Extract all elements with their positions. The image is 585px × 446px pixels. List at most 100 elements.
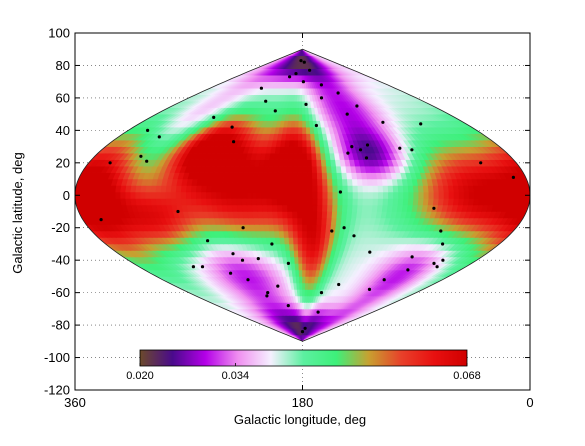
heatmap-cell xyxy=(316,231,321,238)
heatmap-cell xyxy=(227,186,232,193)
source-point-17 xyxy=(315,124,318,127)
heatmap-cell xyxy=(317,205,322,212)
heatmap-cell xyxy=(307,238,312,245)
source-point-23 xyxy=(350,145,353,148)
heatmap-cell xyxy=(307,231,312,238)
heatmap-cell xyxy=(191,199,197,206)
y-tick-label-2: 60 xyxy=(56,90,70,105)
heatmap-cell xyxy=(293,238,298,245)
source-point-50 xyxy=(368,251,371,254)
source-point-48 xyxy=(241,259,244,262)
heatmap-cell xyxy=(323,192,328,199)
heatmap-cell xyxy=(290,134,295,141)
heatmap-cell xyxy=(331,218,337,225)
source-point-15 xyxy=(212,116,215,119)
heatmap-cell xyxy=(171,199,177,206)
heatmap-cell xyxy=(186,186,192,193)
heatmap-cell xyxy=(298,205,303,212)
heatmap-cell xyxy=(247,199,252,206)
sky-map xyxy=(75,49,530,341)
heatmap-cell xyxy=(333,199,338,206)
heatmap-cell xyxy=(337,173,343,179)
heatmap-cell xyxy=(312,173,317,179)
heatmap-cell xyxy=(303,238,308,245)
heatmap-cell xyxy=(303,244,307,250)
heatmap-cell xyxy=(293,147,298,154)
heatmap-cell xyxy=(252,192,257,199)
heatmap-cell xyxy=(257,205,263,212)
colorbar-bar xyxy=(140,350,467,366)
heatmap-cell xyxy=(272,186,277,193)
heatmap-cell xyxy=(322,218,327,225)
heatmap-cell xyxy=(307,134,311,141)
heatmap-cell xyxy=(296,276,300,283)
heatmap-cell xyxy=(279,153,284,160)
heatmap-cell xyxy=(268,173,274,179)
heatmap-cell xyxy=(333,192,338,199)
heatmap-cell xyxy=(328,192,333,199)
heatmap-cell xyxy=(287,186,292,193)
source-point-7 xyxy=(260,87,263,90)
source-point-47 xyxy=(257,257,260,260)
heatmap-cell xyxy=(186,199,192,206)
source-point-36 xyxy=(176,210,179,213)
heatmap-cell xyxy=(404,192,409,199)
heatmap-cell xyxy=(383,199,389,206)
heatmap-cell xyxy=(290,250,295,257)
heatmap-cell xyxy=(297,199,302,206)
heatmap-cell xyxy=(296,270,300,277)
heatmap-cell xyxy=(332,173,338,179)
heatmap-cell xyxy=(313,205,318,212)
heatmap-cell xyxy=(312,212,317,219)
heatmap-cell xyxy=(85,192,90,199)
heatmap-cell xyxy=(283,212,288,219)
heatmap-cell xyxy=(303,140,307,147)
heatmap-cell xyxy=(284,231,289,238)
heatmap-cell xyxy=(403,186,409,193)
heatmap-cell xyxy=(358,199,363,206)
heatmap-cell xyxy=(279,231,284,238)
heatmap-cell xyxy=(278,166,283,173)
heatmap-cell xyxy=(303,225,308,232)
heatmap-cell xyxy=(288,231,293,238)
heatmap-cell xyxy=(237,179,243,186)
heatmap-cell xyxy=(288,212,293,219)
heatmap-cell xyxy=(299,257,303,264)
y-tick-label-4: 20 xyxy=(56,155,70,170)
heatmap-cell xyxy=(352,205,358,212)
source-point-59 xyxy=(246,278,249,281)
heatmap-cell xyxy=(298,140,302,147)
heatmap-cell xyxy=(176,199,182,206)
heatmap-cell xyxy=(317,225,322,232)
heatmap-cell xyxy=(433,186,439,193)
heatmap-cell xyxy=(408,199,414,206)
source-point-56 xyxy=(201,265,204,268)
heatmap-cell xyxy=(252,179,258,186)
heatmap-cell xyxy=(317,173,322,179)
heatmap-cell xyxy=(207,199,213,206)
heatmap-cell xyxy=(292,205,297,212)
heatmap-cell xyxy=(292,192,297,199)
heatmap-cell xyxy=(257,199,262,206)
heatmap-cell xyxy=(278,212,283,219)
heatmap-cell xyxy=(262,205,267,212)
heatmap-cell xyxy=(293,225,298,232)
source-point-62 xyxy=(229,272,232,275)
heatmap-cell xyxy=(298,173,303,179)
heatmap-cell xyxy=(307,212,312,219)
heatmap-cell xyxy=(413,186,419,193)
source-point-66 xyxy=(383,278,386,281)
heatmap-cell xyxy=(423,199,429,206)
heatmap-cell xyxy=(414,192,419,199)
heatmap-cell xyxy=(242,199,247,206)
heatmap-cell xyxy=(317,160,322,167)
heatmap-cell xyxy=(327,205,332,212)
heatmap-cell xyxy=(126,192,131,199)
heatmap-cell xyxy=(196,186,202,193)
heatmap-cell xyxy=(278,173,283,179)
heatmap-cell xyxy=(298,166,303,173)
heatmap-cell xyxy=(298,218,303,225)
heatmap-cell xyxy=(393,199,399,206)
x-tick-label-1: 180 xyxy=(292,395,314,410)
heatmap-cell xyxy=(242,192,247,199)
